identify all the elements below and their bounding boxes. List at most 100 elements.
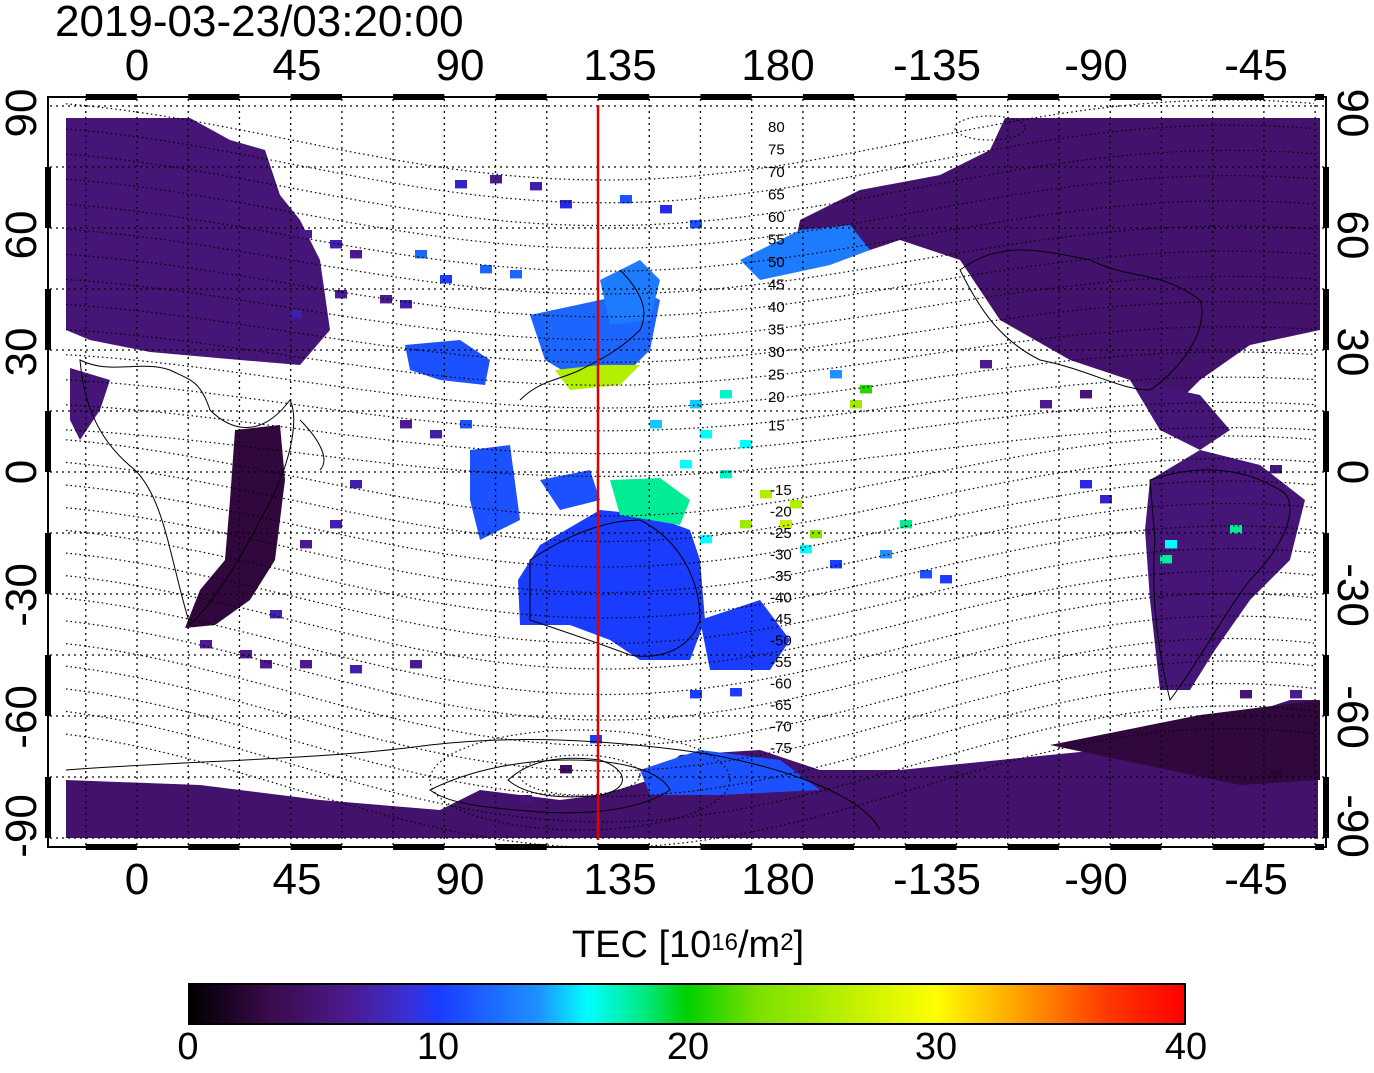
tec-cell bbox=[690, 220, 702, 229]
tec-cell bbox=[880, 550, 892, 559]
contour-line bbox=[65, 427, 1315, 477]
tec-cell bbox=[690, 690, 702, 699]
lon-tick-top: 180 bbox=[741, 41, 815, 90]
coastline-layer bbox=[65, 249, 1291, 831]
contour-line bbox=[65, 592, 1315, 696]
contour-line bbox=[65, 401, 1315, 455]
contour-label: -25 bbox=[770, 525, 792, 542]
contour-line bbox=[65, 727, 1315, 849]
coastline bbox=[519, 269, 645, 401]
tec-colorbar bbox=[188, 983, 1186, 1025]
tec-cell bbox=[760, 490, 772, 499]
contour-line bbox=[65, 376, 1315, 432]
contour-label: 70 bbox=[768, 164, 785, 181]
tec-cell bbox=[1290, 690, 1302, 699]
contour-label: -70 bbox=[770, 719, 792, 736]
tec-cell bbox=[830, 560, 842, 569]
lon-tick-bottom: -45 bbox=[1224, 855, 1288, 904]
lat-tick-left: 30 bbox=[0, 327, 46, 377]
contour-label: -15 bbox=[770, 482, 792, 499]
tec-cell bbox=[1270, 770, 1282, 779]
lat-tick-left: 60 bbox=[0, 210, 46, 260]
coastline bbox=[299, 419, 325, 471]
tec-cell bbox=[415, 250, 427, 259]
contour-label: -40 bbox=[770, 590, 792, 607]
tec-cell bbox=[790, 500, 802, 509]
lon-tick-top: -135 bbox=[892, 41, 982, 90]
contour-label: 55 bbox=[768, 232, 785, 249]
tec-cell bbox=[690, 400, 702, 409]
tec-cell bbox=[460, 420, 472, 429]
tec-cell bbox=[380, 295, 392, 304]
tec-cell bbox=[520, 795, 532, 804]
tec-cell bbox=[590, 735, 602, 744]
tec-cell bbox=[660, 205, 672, 214]
tec-cell bbox=[650, 420, 662, 429]
tec-region bbox=[740, 225, 870, 280]
contour-label: 35 bbox=[768, 322, 785, 339]
tec-cell bbox=[530, 182, 542, 191]
coastline bbox=[429, 759, 671, 814]
contour-line bbox=[65, 525, 1315, 619]
tec-cell bbox=[940, 575, 952, 584]
lon-tick-bottom: 180 bbox=[741, 855, 815, 904]
tec-data-layer bbox=[66, 118, 1320, 838]
contour-label: 20 bbox=[768, 389, 785, 406]
tec-cell bbox=[560, 765, 572, 774]
lon-tick-top: 90 bbox=[435, 41, 485, 90]
contour-label: -30 bbox=[770, 547, 792, 564]
tec-cell bbox=[1040, 400, 1052, 409]
contour-line bbox=[65, 480, 1315, 568]
tec-region bbox=[518, 510, 705, 660]
tec-region bbox=[1130, 380, 1230, 450]
tec-cell bbox=[400, 300, 412, 309]
colorbar-title: TEC [1016/m2] bbox=[571, 924, 805, 966]
colorbar-tick: 0 bbox=[177, 1026, 199, 1068]
contour-label: -65 bbox=[770, 697, 792, 714]
contour-line bbox=[65, 570, 1315, 670]
contour-label: -35 bbox=[770, 568, 792, 585]
contour-line bbox=[65, 547, 1315, 645]
lon-tick-bottom: 135 bbox=[583, 855, 657, 904]
tec-region bbox=[185, 425, 285, 628]
colorbar-tick: 40 bbox=[1164, 1026, 1208, 1068]
tec-cell bbox=[900, 520, 912, 529]
contour-line bbox=[954, 115, 1026, 141]
timestamp-title: 2019-03-23/03:20:00 bbox=[55, 0, 464, 46]
tec-cell bbox=[1165, 540, 1177, 549]
lon-tick-bottom: -135 bbox=[892, 855, 982, 904]
contour-line bbox=[65, 225, 1315, 295]
tec-cell bbox=[780, 520, 792, 529]
tec-cell bbox=[300, 540, 312, 549]
lon-tick-bottom: 90 bbox=[435, 855, 485, 904]
tec-region bbox=[540, 470, 600, 510]
tec-region bbox=[610, 478, 690, 525]
contour-label: -20 bbox=[770, 504, 792, 521]
tec-cell bbox=[850, 400, 862, 409]
tec-cell bbox=[430, 430, 442, 439]
tec-region bbox=[470, 445, 520, 540]
tec-cell bbox=[730, 688, 742, 697]
lon-tick-top: -45 bbox=[1224, 41, 1288, 90]
contour-line bbox=[65, 615, 1315, 721]
lat-tick-right: -30 bbox=[1328, 563, 1374, 627]
tec-cell bbox=[350, 480, 362, 489]
tec-region bbox=[405, 340, 490, 385]
tec-cell bbox=[490, 175, 502, 184]
tec-region bbox=[1050, 700, 1320, 785]
colorbar-tick: 30 bbox=[914, 1026, 958, 1068]
tec-cell bbox=[330, 240, 342, 249]
tec-cell bbox=[200, 640, 212, 649]
tec-cell bbox=[800, 545, 812, 554]
tec-region bbox=[600, 260, 660, 325]
contour-label: 75 bbox=[768, 142, 785, 159]
tec-region bbox=[640, 750, 820, 795]
tec-cell bbox=[300, 230, 312, 239]
contour-label: -75 bbox=[770, 740, 792, 757]
tec-cell bbox=[455, 180, 467, 189]
lat-tick-right: 60 bbox=[1328, 210, 1374, 260]
tec-cell bbox=[740, 440, 752, 449]
coastline bbox=[79, 359, 295, 626]
contour-label: 40 bbox=[768, 299, 785, 316]
